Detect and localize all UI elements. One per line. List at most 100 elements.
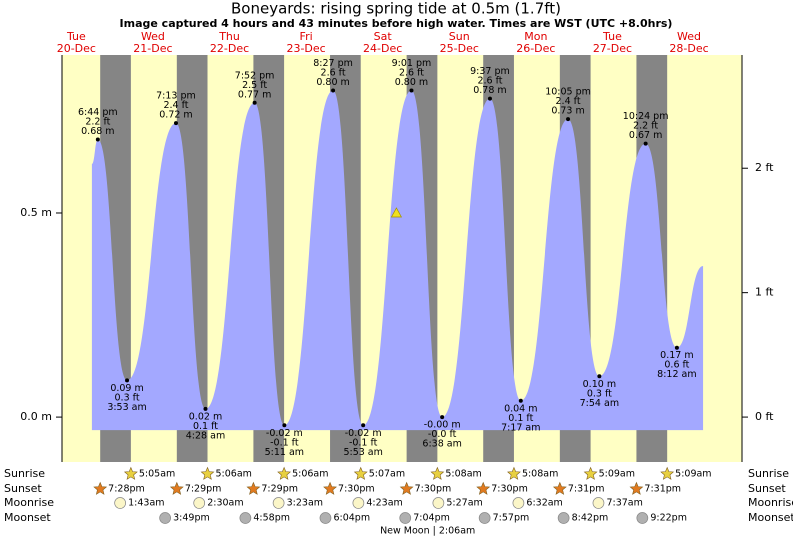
moonset-icon — [319, 512, 332, 524]
tide-height-m: 0.77 m — [238, 89, 271, 100]
moonrise-icon — [432, 497, 445, 509]
tide-height-ft: -0.0 ft — [428, 429, 457, 440]
event-time: 5:09am — [599, 469, 635, 480]
tide-height-ft: 0.1 ft — [508, 413, 533, 424]
tide-height-ft: 2.4 ft — [163, 100, 188, 111]
day-weekday: Sat — [374, 30, 393, 43]
tide-time: 5:53 am — [343, 447, 382, 458]
sunset-icon — [399, 481, 414, 495]
row-label: Moonrise — [748, 496, 793, 509]
tide-area — [91, 90, 704, 431]
event-time: 7:29pm — [185, 484, 222, 495]
day-date: 28-Dec — [669, 42, 708, 55]
tide-height-ft: 2.6 ft — [477, 76, 502, 87]
tide-extreme — [125, 378, 130, 383]
tide-height-ft: 2.2 ft — [85, 117, 110, 128]
event-time: 7:28pm — [108, 484, 145, 495]
sunset-icon — [629, 481, 644, 495]
tide-extreme — [597, 374, 602, 379]
tide-height-m: 0.80 m — [395, 77, 428, 88]
tide-height-m: 0.02 m — [189, 411, 222, 422]
tide-height-m: 0.10 m — [583, 379, 616, 390]
tide-time: 9:01 pm — [392, 58, 432, 69]
moonset-icon — [478, 512, 491, 524]
tide-height-ft: 2.2 ft — [633, 121, 658, 132]
tide-height-ft: 2.5 ft — [242, 80, 267, 91]
day-date: 21-Dec — [133, 42, 172, 55]
sunset-icon — [93, 481, 108, 495]
tide-height-m: 0.78 m — [473, 85, 506, 96]
tide-height-m: 0.72 m — [159, 110, 192, 121]
sunset-icon — [476, 481, 491, 495]
event-time: 5:08am — [445, 469, 481, 480]
tide-height-ft: 0.1 ft — [193, 421, 218, 432]
row-label: Moonrise — [4, 496, 54, 509]
day-weekday: Mon — [524, 30, 547, 43]
day-date: 25-Dec — [440, 42, 479, 55]
tide-height-ft: -0.1 ft — [349, 437, 378, 448]
tide-time: 8:27 pm — [313, 58, 353, 69]
moonset-icon — [636, 512, 649, 524]
event-time: 5:27am — [446, 498, 482, 509]
moonset-icon — [557, 512, 570, 524]
tide-extreme — [173, 121, 178, 126]
tide-time: 4:28 am — [186, 430, 225, 441]
sunset-icon — [169, 481, 184, 495]
day-weekday: Wed — [677, 30, 701, 43]
moonset-icon — [399, 512, 412, 524]
row-label: Moonset — [4, 511, 51, 524]
tide-height-m: 0.17 m — [660, 350, 693, 361]
event-time: 5:07am — [369, 469, 405, 480]
sunrise-icon — [123, 466, 138, 480]
sunrise-icon — [660, 466, 675, 480]
sunset-icon — [323, 481, 337, 495]
tide-height-m: 0.80 m — [316, 77, 349, 88]
event-time: 5:06am — [216, 469, 252, 480]
chart-title: Boneyards: rising spring tide at 0.5m (1… — [231, 0, 561, 18]
event-time: 7:57pm — [493, 513, 530, 524]
tide-height-ft: 0.6 ft — [664, 360, 689, 371]
day-date: 27-Dec — [593, 42, 632, 55]
day-weekday: Tue — [602, 30, 622, 43]
moonset-icon — [239, 512, 252, 524]
tide-extreme — [282, 423, 287, 428]
day-date: 24-Dec — [363, 42, 402, 55]
chart-subtitle: Image captured 4 hours and 43 minutes be… — [120, 17, 673, 30]
event-time: 4:23am — [366, 498, 402, 509]
tide-height-ft: 2.4 ft — [556, 96, 581, 107]
y2-tick-label: 2 ft — [755, 161, 774, 174]
event-time: 9:22pm — [650, 513, 687, 524]
tide-time: 10:24 pm — [623, 111, 669, 122]
tide-height-ft: 2.6 ft — [321, 68, 346, 79]
tide-height-m: 0.09 m — [110, 383, 143, 394]
event-time: 5:05am — [139, 469, 175, 480]
tide-height-ft: 0.3 ft — [587, 388, 612, 399]
tide-extreme — [440, 415, 445, 420]
tide-extreme — [252, 100, 257, 105]
sunrise-icon — [277, 466, 292, 480]
event-time: 7:29pm — [261, 484, 298, 495]
event-time: 4:58pm — [253, 513, 290, 524]
tide-height-m: 0.73 m — [551, 106, 584, 117]
tide-extreme — [409, 88, 414, 93]
day-weekday: Tue — [66, 30, 86, 43]
tide-time: 3:53 am — [107, 402, 146, 413]
moonrise-icon — [512, 497, 525, 509]
row-label: Sunset — [4, 482, 42, 495]
event-time: 5:06am — [292, 469, 328, 480]
day-weekday: Fri — [300, 30, 313, 43]
tide-height-m: 0.04 m — [504, 403, 537, 414]
tide-time: 5:11 am — [265, 447, 304, 458]
event-time: 7:04pm — [413, 513, 450, 524]
sunrise-icon — [507, 466, 521, 480]
sunset-icon — [552, 481, 567, 495]
tide-extreme — [487, 96, 492, 101]
tide-time: 6:38 am — [422, 439, 461, 450]
tide-height-m: -0.02 m — [345, 428, 382, 439]
moonrise-icon — [352, 497, 365, 509]
event-time: 7:30pm — [491, 484, 528, 495]
event-time: 2:30am — [207, 498, 243, 509]
tide-time: 7:17 am — [501, 422, 540, 433]
day-date: 23-Dec — [286, 42, 325, 55]
